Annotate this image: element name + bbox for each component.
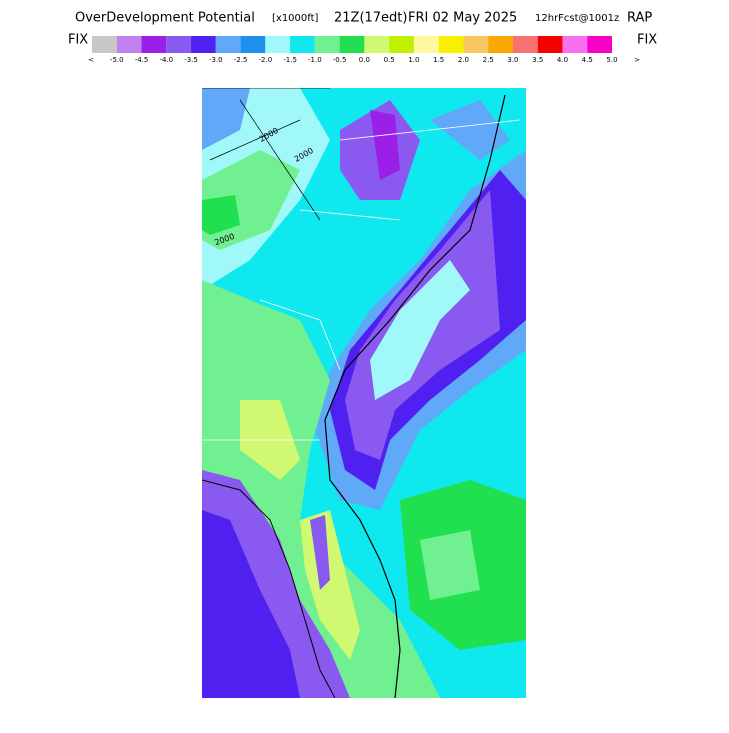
units: [x1000ft] — [272, 13, 319, 24]
color-swatch — [389, 36, 414, 53]
colorbar-label: 3.0 — [507, 56, 518, 64]
field — [420, 530, 480, 600]
colorbar-label: 0.5 — [384, 56, 395, 64]
fix-button[interactable]: FIX — [637, 33, 657, 48]
color-swatch — [141, 36, 167, 53]
model: RAP — [627, 11, 652, 26]
colorbar-label: -0.5 — [333, 56, 347, 64]
colorbar: -5.0 -4.5 -4.0 -3.5 -3.0 -2.5 -2.0 -1.5 -1.0 -0.5… — [92, 36, 618, 64]
colorbar-label: 4.0 — [557, 56, 568, 64]
color-swatch — [463, 36, 489, 53]
colorbar-label: 0.0 — [359, 56, 370, 64]
field — [202, 195, 240, 235]
color-swatch — [290, 36, 315, 53]
color-swatch — [240, 36, 266, 53]
field — [202, 88, 250, 150]
colorbar-label: 5.0 — [606, 56, 617, 64]
color-swatch — [265, 36, 291, 53]
color-swatch — [512, 36, 538, 53]
color-swatch — [537, 36, 563, 53]
coastline — [324, 94, 506, 698]
above-label: > — [634, 56, 640, 64]
colorbar-label: -2.5 — [234, 56, 248, 64]
field — [310, 515, 330, 590]
field — [370, 110, 400, 180]
colorbar-label: 2.0 — [458, 56, 469, 64]
colorbar-label: -1.0 — [308, 56, 322, 64]
color-swatch — [215, 36, 241, 53]
color-swatch — [413, 36, 439, 53]
colorbar-label: -4.5 — [135, 56, 149, 64]
color-swatch — [587, 36, 612, 53]
fix-button[interactable]: FIX — [68, 33, 88, 48]
map: 2000 2000 2000 — [202, 88, 526, 698]
color-swatch — [92, 36, 117, 53]
contour — [202, 88, 330, 221]
colorbar-label: -5.0 — [110, 56, 124, 64]
colorbar-label: 1.0 — [408, 56, 419, 64]
header: OverDevelopment Potential [x1000ft] 21Z(… — [75, 11, 652, 26]
below-label: < — [88, 56, 94, 64]
color-swatch — [166, 36, 192, 53]
color-swatch — [116, 36, 142, 53]
colorbar-label: -3.5 — [184, 56, 198, 64]
state-border — [202, 119, 521, 441]
coastline — [202, 479, 336, 698]
colorbar-label: -3.0 — [209, 56, 223, 64]
color-swatch — [438, 36, 464, 53]
color-swatch — [488, 36, 513, 53]
colorbar-label: 4.5 — [582, 56, 593, 64]
date: FRI 02 May 2025 — [408, 11, 517, 26]
color-swatch — [191, 36, 216, 53]
colorbar-label: 3.5 — [532, 56, 543, 64]
field — [202, 510, 300, 698]
colorbar-label: -4.0 — [159, 56, 173, 64]
field — [370, 260, 470, 400]
color-swatch — [314, 36, 340, 53]
colorbar-label: 1.5 — [433, 56, 444, 64]
color-swatch — [339, 36, 365, 53]
colorbar-label: -2.0 — [258, 56, 272, 64]
forecast: 12hrFcst@1001z — [535, 13, 619, 24]
colorbar-label: 2.5 — [483, 56, 494, 64]
field — [430, 100, 510, 160]
colorbar-label: -1.5 — [283, 56, 297, 64]
title: OverDevelopment Potential — [75, 11, 255, 26]
color-swatch — [364, 36, 390, 53]
valid-time: 21Z(17edt) — [334, 11, 407, 26]
color-swatch — [562, 36, 588, 53]
